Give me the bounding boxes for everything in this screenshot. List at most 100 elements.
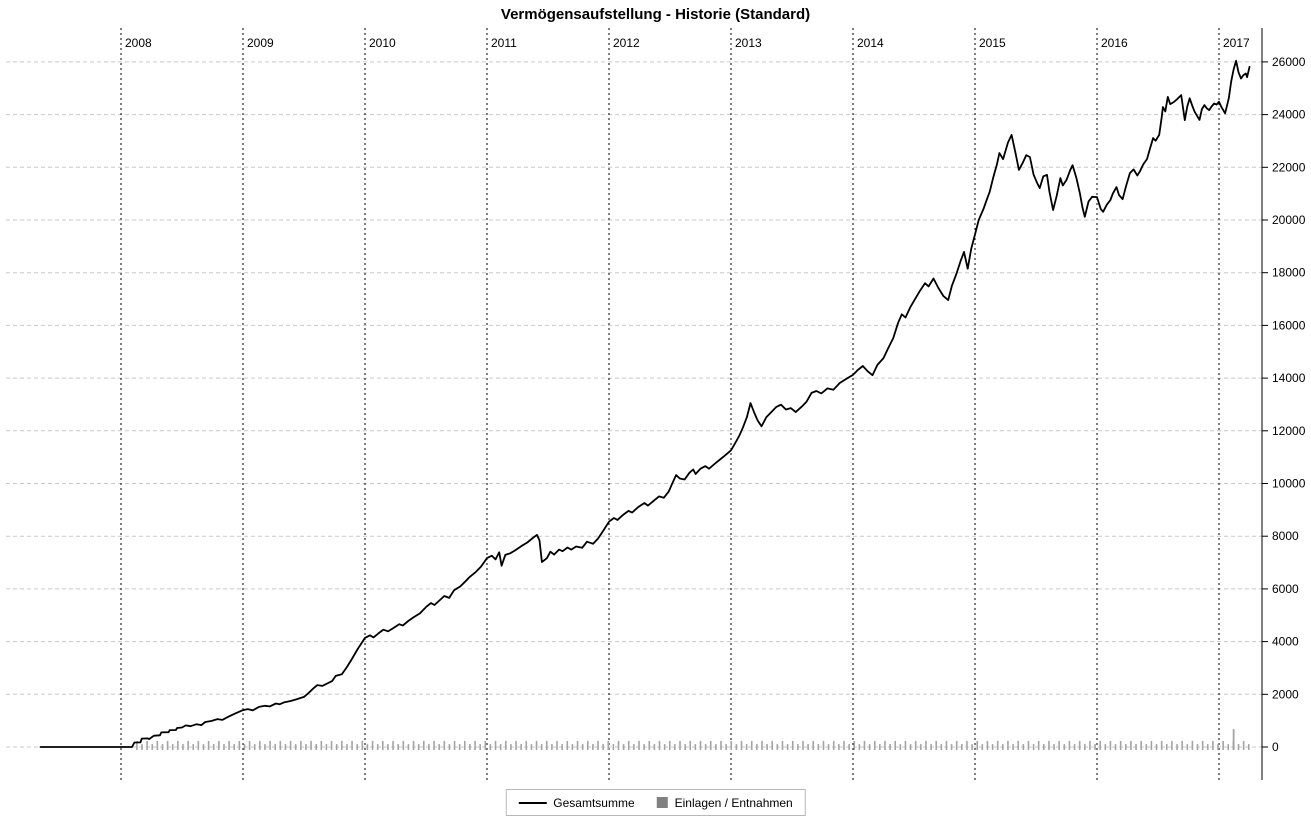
y-axis-label: 18000: [1272, 266, 1306, 280]
deposit-bar: [177, 740, 179, 750]
deposit-bar: [1196, 744, 1199, 750]
deposit-bar: [1155, 744, 1158, 750]
deposit-bar: [1068, 740, 1071, 750]
deposit-bar: [704, 744, 707, 750]
deposit-bar: [146, 740, 148, 750]
x-axis-label: 2014: [857, 36, 884, 50]
deposit-bar: [571, 744, 574, 750]
deposit-bar: [832, 740, 835, 750]
x-axis-label: 2013: [735, 36, 762, 50]
deposit-bar: [827, 744, 830, 750]
deposit-bar: [330, 740, 333, 750]
deposit-bar: [668, 740, 671, 750]
deposit-bar: [1053, 744, 1055, 750]
deposit-bar: [136, 740, 138, 750]
deposit-bar: [325, 744, 328, 750]
deposit-bar: [274, 744, 277, 750]
deposit-bar: [371, 740, 374, 750]
deposit-bar: [694, 744, 697, 750]
deposit-bar: [976, 740, 978, 750]
deposit-bar: [1078, 740, 1081, 750]
deposit-bar: [1022, 744, 1025, 750]
deposit-bar: [715, 744, 717, 750]
deposit-bar: [1186, 744, 1189, 750]
deposit-bar: [648, 740, 651, 750]
deposit-bar: [914, 740, 917, 750]
deposit-bar: [592, 744, 594, 750]
deposit-bar: [812, 740, 815, 750]
deposit-bar: [720, 740, 722, 750]
deposit-bar: [797, 744, 799, 750]
deposit-bar: [320, 740, 323, 750]
deposit-bar: [1171, 740, 1173, 750]
deposit-bar: [730, 740, 733, 750]
legend-label: Gesamtsumme: [553, 795, 635, 810]
deposit-bar: [161, 744, 164, 750]
deposit-bar: [1048, 740, 1050, 750]
deposit-bar: [597, 740, 599, 750]
deposit-bar: [786, 744, 789, 750]
deposit-bar: [848, 744, 850, 750]
deposit-bar: [791, 740, 794, 750]
deposit-bar: [1073, 744, 1076, 750]
deposit-bar: [1094, 744, 1096, 750]
deposit-bar: [940, 744, 943, 750]
deposit-bar: [310, 740, 312, 750]
legend-label: Einlagen / Entnahmen: [674, 795, 793, 810]
y-axis-label: 6000: [1272, 582, 1299, 596]
deposit-bar: [1032, 744, 1035, 750]
deposit-bar: [1063, 744, 1066, 750]
deposit-bar: [156, 740, 159, 750]
x-axis-label: 2016: [1101, 36, 1128, 50]
y-axis-label: 8000: [1272, 529, 1299, 543]
deposit-bar: [663, 744, 666, 750]
deposit-bar: [838, 744, 840, 750]
deposit-bar-spike: [1232, 729, 1235, 750]
y-axis-label: 14000: [1272, 371, 1306, 385]
deposit-bar: [223, 744, 225, 750]
deposit-bar: [382, 740, 384, 750]
deposit-bar: [279, 740, 282, 750]
deposit-bar: [269, 740, 271, 750]
deposit-bar: [489, 744, 492, 750]
deposit-bar: [1099, 740, 1101, 750]
deposit-bar: [535, 740, 538, 750]
deposit-bar: [674, 744, 676, 750]
deposit-bar: [776, 744, 779, 750]
deposit-bar: [607, 740, 610, 750]
deposit-bar: [284, 744, 287, 750]
deposit-bar: [858, 744, 861, 750]
deposit-bar: [448, 744, 451, 750]
deposit-bar: [182, 744, 184, 750]
deposit-bar: [1058, 740, 1060, 750]
deposit-bar: [1227, 744, 1230, 750]
line-swatch-icon: [518, 801, 547, 804]
deposit-bar: [643, 744, 645, 750]
deposit-bar: [515, 740, 517, 750]
deposit-bar: [238, 740, 241, 750]
x-axis-label: 2012: [613, 36, 640, 50]
deposit-bar: [300, 740, 302, 750]
deposit-bar: [207, 740, 210, 750]
deposit-bar: [484, 740, 487, 750]
deposit-bar: [561, 744, 563, 750]
x-axis-label: 2008: [125, 36, 152, 50]
deposit-bar: [766, 744, 768, 750]
deposit-bar: [479, 744, 481, 750]
deposit-bar: [745, 744, 748, 750]
deposit-bar: [1043, 744, 1045, 750]
deposit-bar: [1135, 744, 1137, 750]
deposit-bar: [889, 744, 891, 750]
deposit-bar: [305, 744, 307, 750]
deposit-bar: [1191, 740, 1194, 750]
deposit-bar: [443, 740, 446, 750]
deposit-bar: [187, 740, 189, 750]
deposit-bar: [904, 740, 907, 750]
deposit-bar: [1150, 740, 1153, 750]
deposit-bar: [218, 740, 220, 750]
deposit-bar: [925, 740, 927, 750]
deposit-bar: [920, 744, 922, 750]
deposit-bar: [551, 744, 553, 750]
